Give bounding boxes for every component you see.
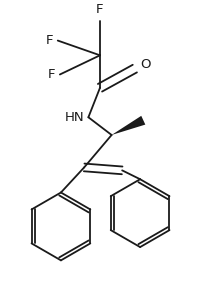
Polygon shape — [112, 116, 145, 135]
Text: F: F — [96, 2, 104, 16]
Text: F: F — [48, 68, 55, 81]
Text: HN: HN — [65, 111, 85, 124]
Text: F: F — [46, 34, 53, 47]
Text: O: O — [141, 58, 151, 71]
